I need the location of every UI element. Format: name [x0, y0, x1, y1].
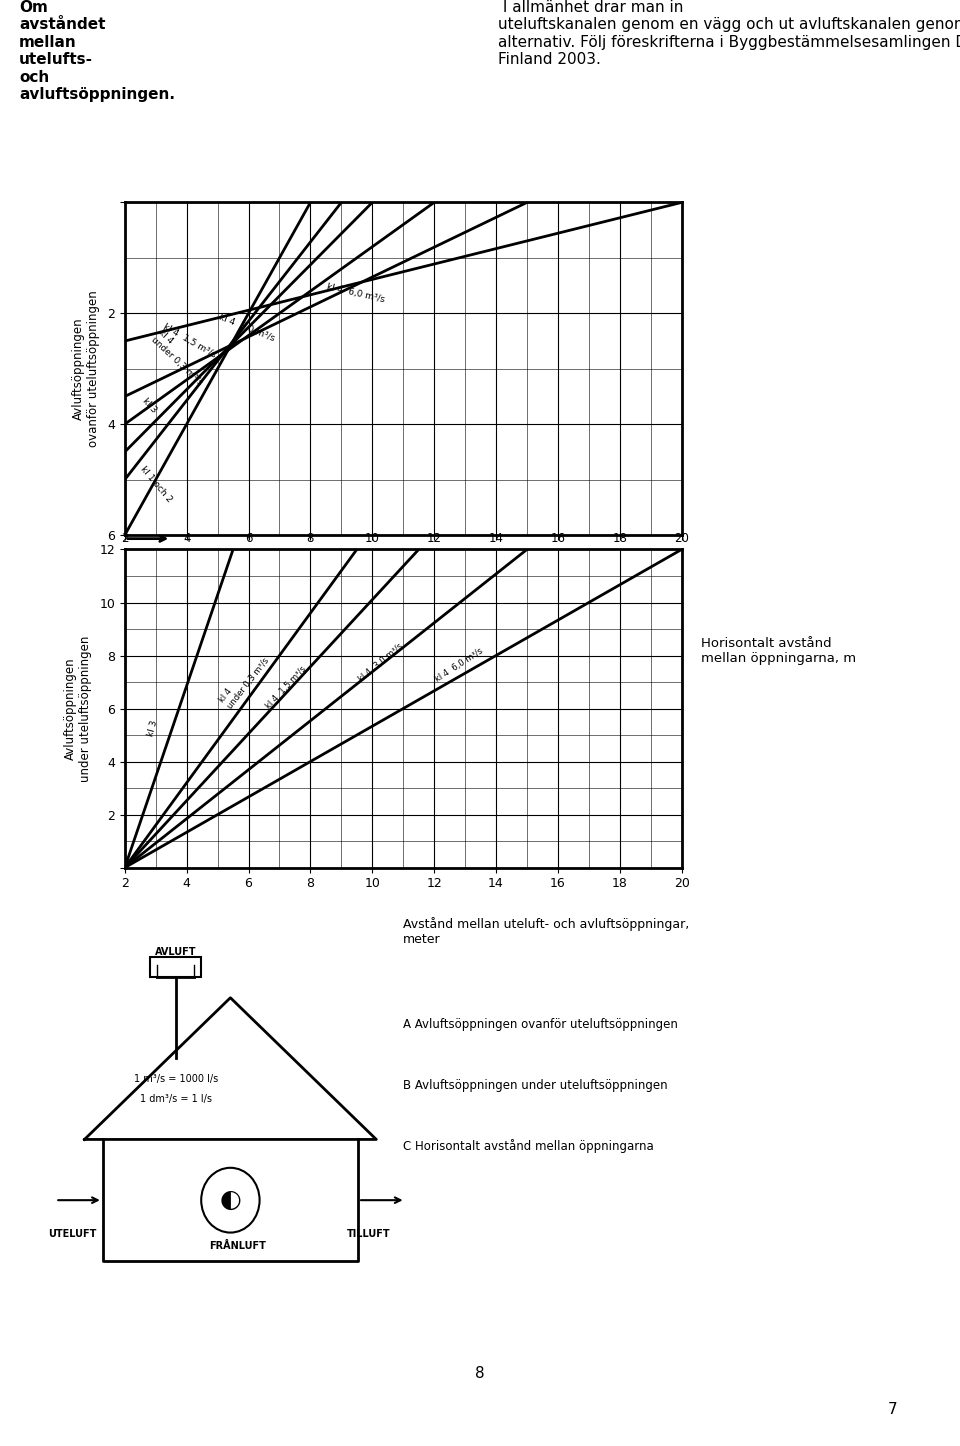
Text: 18: 18: [612, 532, 627, 545]
Text: 7: 7: [888, 1403, 898, 1417]
Text: Horisontalt avstånd
mellan öppningarna, m: Horisontalt avstånd mellan öppningarna, …: [701, 636, 856, 665]
Text: UTELUFT: UTELUFT: [48, 1229, 96, 1239]
Text: FRÅNLUFT: FRÅNLUFT: [209, 1241, 266, 1251]
Text: 14: 14: [489, 532, 503, 545]
Text: ◐: ◐: [220, 1189, 241, 1212]
Text: AVLUFT: AVLUFT: [155, 947, 197, 957]
Text: Om avståndet mellan utelufts- och avluftsöppningen.: Om avståndet mellan utelufts- och avluft…: [19, 0, 175, 103]
Text: 6: 6: [245, 532, 252, 545]
Text: kl 3: kl 3: [140, 396, 158, 415]
Text: kl 4  3,0 m³/s: kl 4 3,0 m³/s: [357, 642, 405, 684]
Y-axis label: Avluftsöppningen
under uteluftsöppningen: Avluftsöppningen under uteluftsöppningen: [64, 635, 92, 782]
Text: kl 1 och 2: kl 1 och 2: [139, 464, 174, 503]
Text: 16: 16: [550, 532, 565, 545]
Text: B Avluftsöppningen under uteluftsöppningen: B Avluftsöppningen under uteluftsöppning…: [403, 1079, 668, 1092]
Text: 4: 4: [183, 532, 190, 545]
Text: kl 4
under 0,3 m³/s: kl 4 under 0,3 m³/s: [218, 649, 271, 710]
Text: Avstånd mellan uteluft- och avluftsöppningar,
meter: Avstånd mellan uteluft- och avluftsöppni…: [403, 917, 689, 946]
Text: kl 4  1,5 m³/s: kl 4 1,5 m³/s: [264, 664, 308, 710]
Text: kl 4  6,0 m³/s: kl 4 6,0 m³/s: [325, 282, 386, 304]
Text: kl 3: kl 3: [147, 719, 159, 737]
Text: 2: 2: [121, 532, 129, 545]
Text: 8: 8: [306, 532, 314, 545]
Text: I allmänhet drar man in
uteluftskanalen genom en vägg och ut avluftskanalen geno: I allmänhet drar man in uteluftskanalen …: [498, 0, 960, 67]
Text: 10: 10: [365, 532, 380, 545]
Text: 1 dm³/s = 1 l/s: 1 dm³/s = 1 l/s: [140, 1095, 211, 1103]
Y-axis label: Avluftsöppningen
ovanför uteluftsöppningen: Avluftsöppningen ovanför uteluftsöppning…: [72, 291, 100, 447]
Text: TILLUFT: TILLUFT: [348, 1229, 391, 1239]
Text: kl 4  3,0 m³/s: kl 4 3,0 m³/s: [218, 312, 276, 343]
Text: C Horisontalt avstånd mellan öppningarna: C Horisontalt avstånd mellan öppningarna: [403, 1139, 654, 1154]
Text: 20: 20: [674, 532, 689, 545]
Text: A Avluftsöppningen ovanför uteluftsöppningen: A Avluftsöppningen ovanför uteluftsöppni…: [403, 1018, 678, 1031]
Text: kl 4  6,0 m³/s: kl 4 6,0 m³/s: [434, 646, 485, 684]
Text: kl 4
under 0,3 m³/s: kl 4 under 0,3 m³/s: [150, 328, 211, 388]
Text: 8: 8: [475, 1366, 485, 1381]
Text: 1 m³/s = 1000 l/s: 1 m³/s = 1000 l/s: [133, 1074, 218, 1083]
Text: kl 4  1,5 m³/s: kl 4 1,5 m³/s: [162, 322, 218, 360]
Text: 12: 12: [426, 532, 442, 545]
